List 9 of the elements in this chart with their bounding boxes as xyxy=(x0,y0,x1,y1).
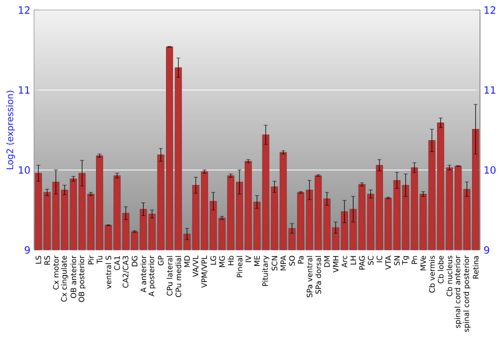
y-tick-label: 11 xyxy=(18,86,30,94)
y2-tick-label: 11 xyxy=(484,86,496,94)
y-axis-title: Log2 (expression) xyxy=(6,90,15,170)
y-tick-label: 9 xyxy=(24,246,30,254)
y2-tick-label: 9 xyxy=(484,246,490,254)
y2-tick-label: 12 xyxy=(484,6,496,14)
y-tick-label: 12 xyxy=(18,6,30,14)
y-tick-label: 10 xyxy=(18,166,30,174)
y2-tick-label: 10 xyxy=(484,166,496,174)
